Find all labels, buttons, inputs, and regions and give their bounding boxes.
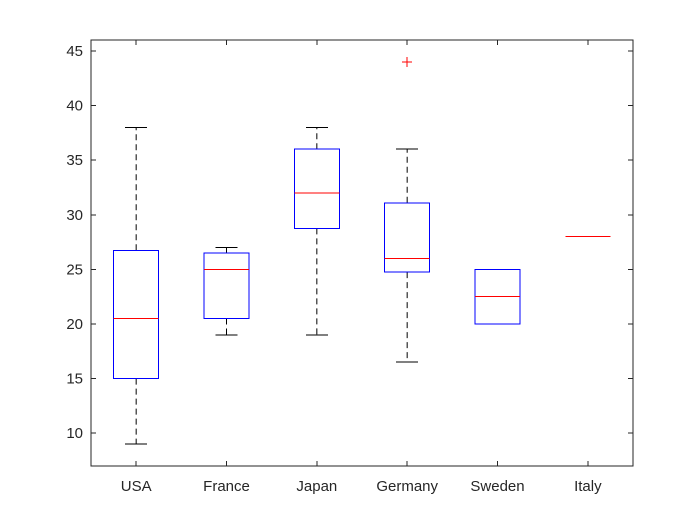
boxes-layer [113,56,611,445]
x-tick-label-france: France [203,478,250,495]
iqr-box [384,202,431,273]
y-tick-label: 15 [66,371,83,388]
box-group-france [203,247,250,336]
y-tick-label: 35 [66,152,83,169]
axes-layer: 10 15 20 25 30 35 40 45 USA France Japan Germany Swe… [66,39,634,495]
iqr-box [203,252,250,320]
iqr-box [293,148,340,229]
x-tick-label-germany: Germany [376,478,438,495]
axes-frame [90,39,634,467]
y-tick-label: 10 [66,425,83,442]
iqr-box [113,249,160,380]
y-tick-label: 20 [66,316,83,333]
x-tick-label-italy: Italy [574,478,602,495]
outlier-marker [402,56,413,67]
y-tick-label: 40 [66,98,83,115]
box-group-sweden [474,268,521,325]
box-group-usa [113,126,160,445]
plot-area [91,40,633,466]
box-group-germany [384,56,431,363]
x-tick-label-sweden: Sweden [470,478,524,495]
y-tick-label: 25 [66,261,83,278]
box-group-japan [293,126,340,336]
x-tick-label-japan: Japan [296,478,337,495]
y-tick-label: 30 [66,207,83,224]
x-tick-label-usa: USA [121,478,152,495]
y-tick-label: 45 [66,43,83,60]
